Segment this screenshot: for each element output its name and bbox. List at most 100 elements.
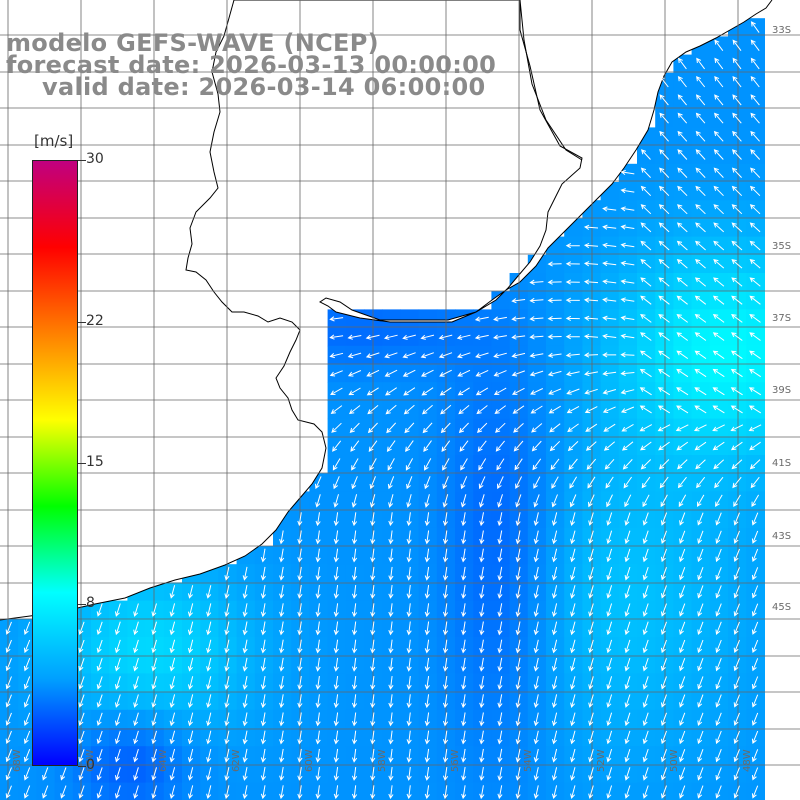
- wind-arrow: [714, 94, 724, 106]
- wind-arrow: [23, 785, 31, 799]
- wind-arrow: [114, 694, 121, 708]
- wind-arrow: [640, 167, 651, 178]
- wind-arrow: [279, 767, 285, 781]
- wind-arrow: [460, 458, 468, 471]
- wind-arrow: [406, 730, 412, 745]
- wind-arrow: [715, 548, 722, 563]
- wind-arrow: [606, 657, 613, 672]
- wind-arrow: [676, 240, 688, 251]
- wind-arrow: [388, 748, 394, 763]
- wind-arrow: [460, 476, 468, 490]
- colorbar-tick-mark: [78, 604, 86, 606]
- wind-arrow: [260, 548, 266, 563]
- wind-arrow: [551, 585, 558, 599]
- wind-arrow: [679, 767, 686, 781]
- wind-cell: [491, 291, 511, 310]
- wind-arrow: [368, 440, 378, 452]
- wind-arrow: [279, 530, 285, 545]
- wind-arrow: [388, 512, 394, 527]
- wind-arrow: [333, 530, 339, 545]
- wind-arrow: [697, 548, 704, 563]
- wind-arrow: [570, 548, 576, 563]
- wind-arrow: [78, 785, 85, 799]
- wind-arrow: [730, 424, 744, 432]
- wind-arrow: [640, 204, 652, 215]
- wind-arrow: [547, 261, 562, 267]
- wind-arrow: [712, 424, 725, 432]
- wind-arrow: [751, 712, 759, 726]
- wind-arrow: [530, 405, 543, 414]
- wind-arrow: [279, 566, 285, 581]
- wind-arrow: [515, 512, 521, 527]
- wind-arrow: [751, 603, 759, 617]
- wind-arrow: [533, 512, 539, 527]
- wind-arrow: [713, 204, 724, 215]
- wind-arrow: [315, 657, 321, 672]
- wind-arrow: [242, 694, 248, 709]
- wind-arrow: [260, 566, 266, 581]
- wind-arrow: [114, 621, 121, 636]
- wind-arrow: [23, 767, 31, 781]
- wind-arrow: [624, 603, 631, 617]
- wind-arrow: [620, 370, 635, 376]
- wind-arrow: [388, 548, 394, 563]
- wind-arrow: [114, 730, 121, 745]
- wind-arrow: [732, 94, 742, 106]
- wind-arrow: [732, 112, 742, 124]
- wind-arrow: [388, 676, 394, 690]
- wind-arrow: [586, 458, 597, 470]
- wind-arrow: [424, 767, 430, 781]
- wind-arrow: [551, 512, 558, 527]
- wind-arrow: [493, 352, 507, 359]
- wind-arrow: [421, 387, 434, 396]
- wind-arrow: [658, 459, 670, 470]
- wind-arrow: [732, 476, 742, 489]
- wind-arrow: [588, 785, 594, 799]
- wind-arrow: [114, 639, 121, 654]
- wind-arrow: [695, 130, 706, 142]
- wind-arrow: [479, 639, 485, 654]
- wind-arrow: [730, 405, 743, 414]
- wind-arrow: [330, 387, 343, 396]
- wind-arrow: [96, 658, 103, 672]
- wind-arrow: [679, 585, 686, 599]
- wind-arrow: [642, 785, 649, 799]
- wind-arrow: [732, 39, 742, 51]
- wind-arrow: [297, 712, 303, 727]
- wind-arrow: [715, 658, 722, 672]
- wind-arrow: [187, 785, 194, 800]
- wind-arrow: [424, 512, 430, 527]
- wind-arrow: [96, 767, 103, 781]
- wind-arrow: [442, 657, 449, 672]
- wind-arrow: [675, 424, 689, 432]
- wind-arrow: [242, 785, 248, 800]
- wind-arrow: [461, 785, 467, 800]
- wind-arrow: [602, 352, 617, 358]
- wind-arrow: [169, 748, 176, 763]
- wind-arrow: [532, 458, 542, 471]
- wind-arrow: [497, 512, 503, 527]
- wind-arrow: [351, 676, 358, 690]
- wind-arrow: [606, 676, 613, 690]
- wind-arrow: [715, 676, 722, 690]
- wind-arrow: [749, 204, 761, 215]
- wind-arrow: [461, 548, 467, 563]
- wind-arrow: [169, 621, 176, 636]
- wind-arrow: [697, 621, 704, 635]
- wind-arrow: [588, 639, 594, 654]
- wind-arrow: [406, 476, 413, 490]
- wind-arrow: [169, 603, 176, 618]
- longitude-label: 56W: [450, 749, 461, 772]
- wind-arrow: [461, 512, 467, 527]
- wind-arrow: [731, 459, 743, 470]
- wind-arrow: [461, 621, 467, 636]
- wind-arrow: [697, 603, 704, 617]
- wind-arrow: [606, 566, 613, 581]
- wind-arrow: [678, 494, 687, 508]
- wind-arrow: [511, 352, 526, 359]
- wind-arrow: [565, 315, 580, 322]
- wind-arrow: [424, 748, 430, 763]
- wind-arrow: [96, 639, 103, 654]
- wind-arrow: [224, 675, 230, 690]
